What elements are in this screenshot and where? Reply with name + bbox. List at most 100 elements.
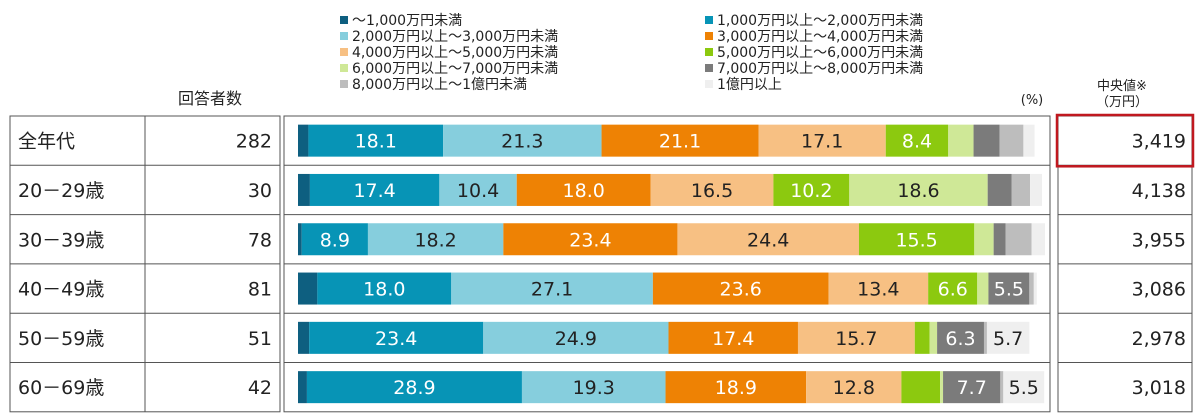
bar-segment [309, 321, 484, 354]
bar-segment [439, 173, 517, 206]
bar-segment [367, 223, 504, 256]
bar-segment [1031, 223, 1045, 256]
bar-segment [977, 272, 989, 305]
median-value: 3,086 [1132, 279, 1186, 301]
legend-swatch [340, 80, 348, 88]
respondents-value: 42 [248, 377, 272, 399]
data-label: 10.4 [457, 180, 499, 202]
data-label: 12.8 [833, 377, 875, 399]
legend-swatch [705, 32, 713, 40]
legend-label: 7,000万円以上～8,000万円未満 [717, 61, 923, 77]
legend-label: 6,000万円以上～7,000万円未満 [352, 61, 558, 77]
data-label: 15.7 [835, 328, 877, 350]
bar-segment [309, 173, 440, 206]
bar-segment [928, 272, 978, 305]
legend-label: 3,000万円以上～4,000万円未満 [717, 29, 923, 45]
bar-segment [885, 124, 949, 157]
data-label: 28.9 [393, 377, 435, 399]
bar-segment [914, 321, 930, 354]
bar-segment [1030, 173, 1042, 206]
category-label: 40－49歳 [18, 279, 104, 301]
median-value: 3,419 [1132, 131, 1186, 153]
legend-swatch [705, 80, 713, 88]
data-label: 23.4 [375, 328, 417, 350]
legend-label: ～1,000万円未満 [352, 13, 462, 29]
data-label: 6.6 [938, 279, 968, 301]
data-label: 17.4 [353, 180, 395, 202]
data-label: 18.0 [363, 279, 405, 301]
legend-label: 1,000万円以上～2,000万円未満 [717, 13, 923, 29]
legend-label: 5,000万円以上～6,000万円未満 [717, 45, 923, 61]
data-label: 7.7 [957, 377, 987, 399]
median-value: 3,955 [1132, 229, 1186, 251]
bar-segment [1005, 223, 1032, 256]
data-label: 5.5 [1009, 377, 1039, 399]
median-value: 3,018 [1132, 377, 1186, 399]
bar-segment [993, 223, 1006, 256]
bar-segment [1029, 272, 1034, 305]
respondents-value: 78 [248, 229, 272, 251]
bar-segment [987, 173, 1012, 206]
bar-segment [650, 173, 774, 206]
data-label: 18.1 [355, 131, 397, 153]
bar-segment [668, 321, 798, 354]
legend-swatch [705, 48, 713, 56]
data-label: 19.3 [573, 377, 615, 399]
data-label: 5.7 [993, 328, 1023, 350]
legend-label: 4,000万円以上～5,000万円未満 [352, 45, 558, 61]
bar-segment [849, 173, 988, 206]
data-label: 24.9 [555, 328, 597, 350]
legend-swatch [340, 64, 348, 72]
median-value: 2,978 [1132, 328, 1186, 350]
data-label: 18.2 [414, 229, 456, 251]
bar-segment [665, 371, 807, 404]
category-label: 30－39歳 [18, 229, 104, 251]
bar-segment [298, 272, 318, 305]
data-label: 8.4 [902, 131, 932, 153]
category-label: 20－29歳 [18, 180, 104, 202]
legend-label: 2,000万円以上～3,000万円未満 [352, 29, 558, 45]
bar-segment [758, 124, 886, 157]
bar-segment [999, 124, 1024, 157]
data-label: 17.1 [801, 131, 843, 153]
bar-segment [298, 124, 309, 157]
bar-segment [677, 223, 859, 256]
data-label: 18.6 [897, 180, 939, 202]
category-label: 50－59歳 [18, 328, 104, 350]
bar-segment [521, 371, 666, 404]
bar-segment [516, 173, 651, 206]
bar-segment [483, 321, 669, 354]
category-label: 60－69歳 [18, 377, 104, 399]
bar-segment [773, 173, 850, 206]
bar-segment [1003, 371, 1045, 404]
legend-swatch [340, 48, 348, 56]
bar-segment [1033, 272, 1037, 305]
category-label: 全年代 [18, 131, 75, 153]
legend-swatch [705, 16, 713, 24]
bar-segment [601, 124, 759, 157]
median-header: 中央値※ [1097, 78, 1147, 94]
median-highlight-box [1055, 113, 1195, 168]
data-label: 21.3 [501, 131, 543, 153]
bar-segment [317, 272, 452, 305]
data-label: 18.0 [563, 180, 605, 202]
data-label: 23.4 [569, 229, 611, 251]
bar-segment [974, 223, 994, 256]
bar-segment [451, 272, 653, 305]
bar-segment [828, 272, 929, 305]
data-label: 18.9 [715, 377, 757, 399]
respondents-value: 30 [248, 180, 272, 202]
bar-segment [983, 321, 987, 354]
bar-segment [301, 223, 368, 256]
legend-swatch [340, 16, 348, 24]
bar-segment [929, 321, 938, 354]
bar-segment [986, 321, 1030, 354]
data-label: 24.4 [747, 229, 789, 251]
data-label: 21.1 [659, 131, 701, 153]
median-value: 4,138 [1132, 180, 1186, 202]
bar-segment [652, 272, 829, 305]
data-label: 17.4 [712, 328, 754, 350]
bar-segment [306, 371, 522, 404]
